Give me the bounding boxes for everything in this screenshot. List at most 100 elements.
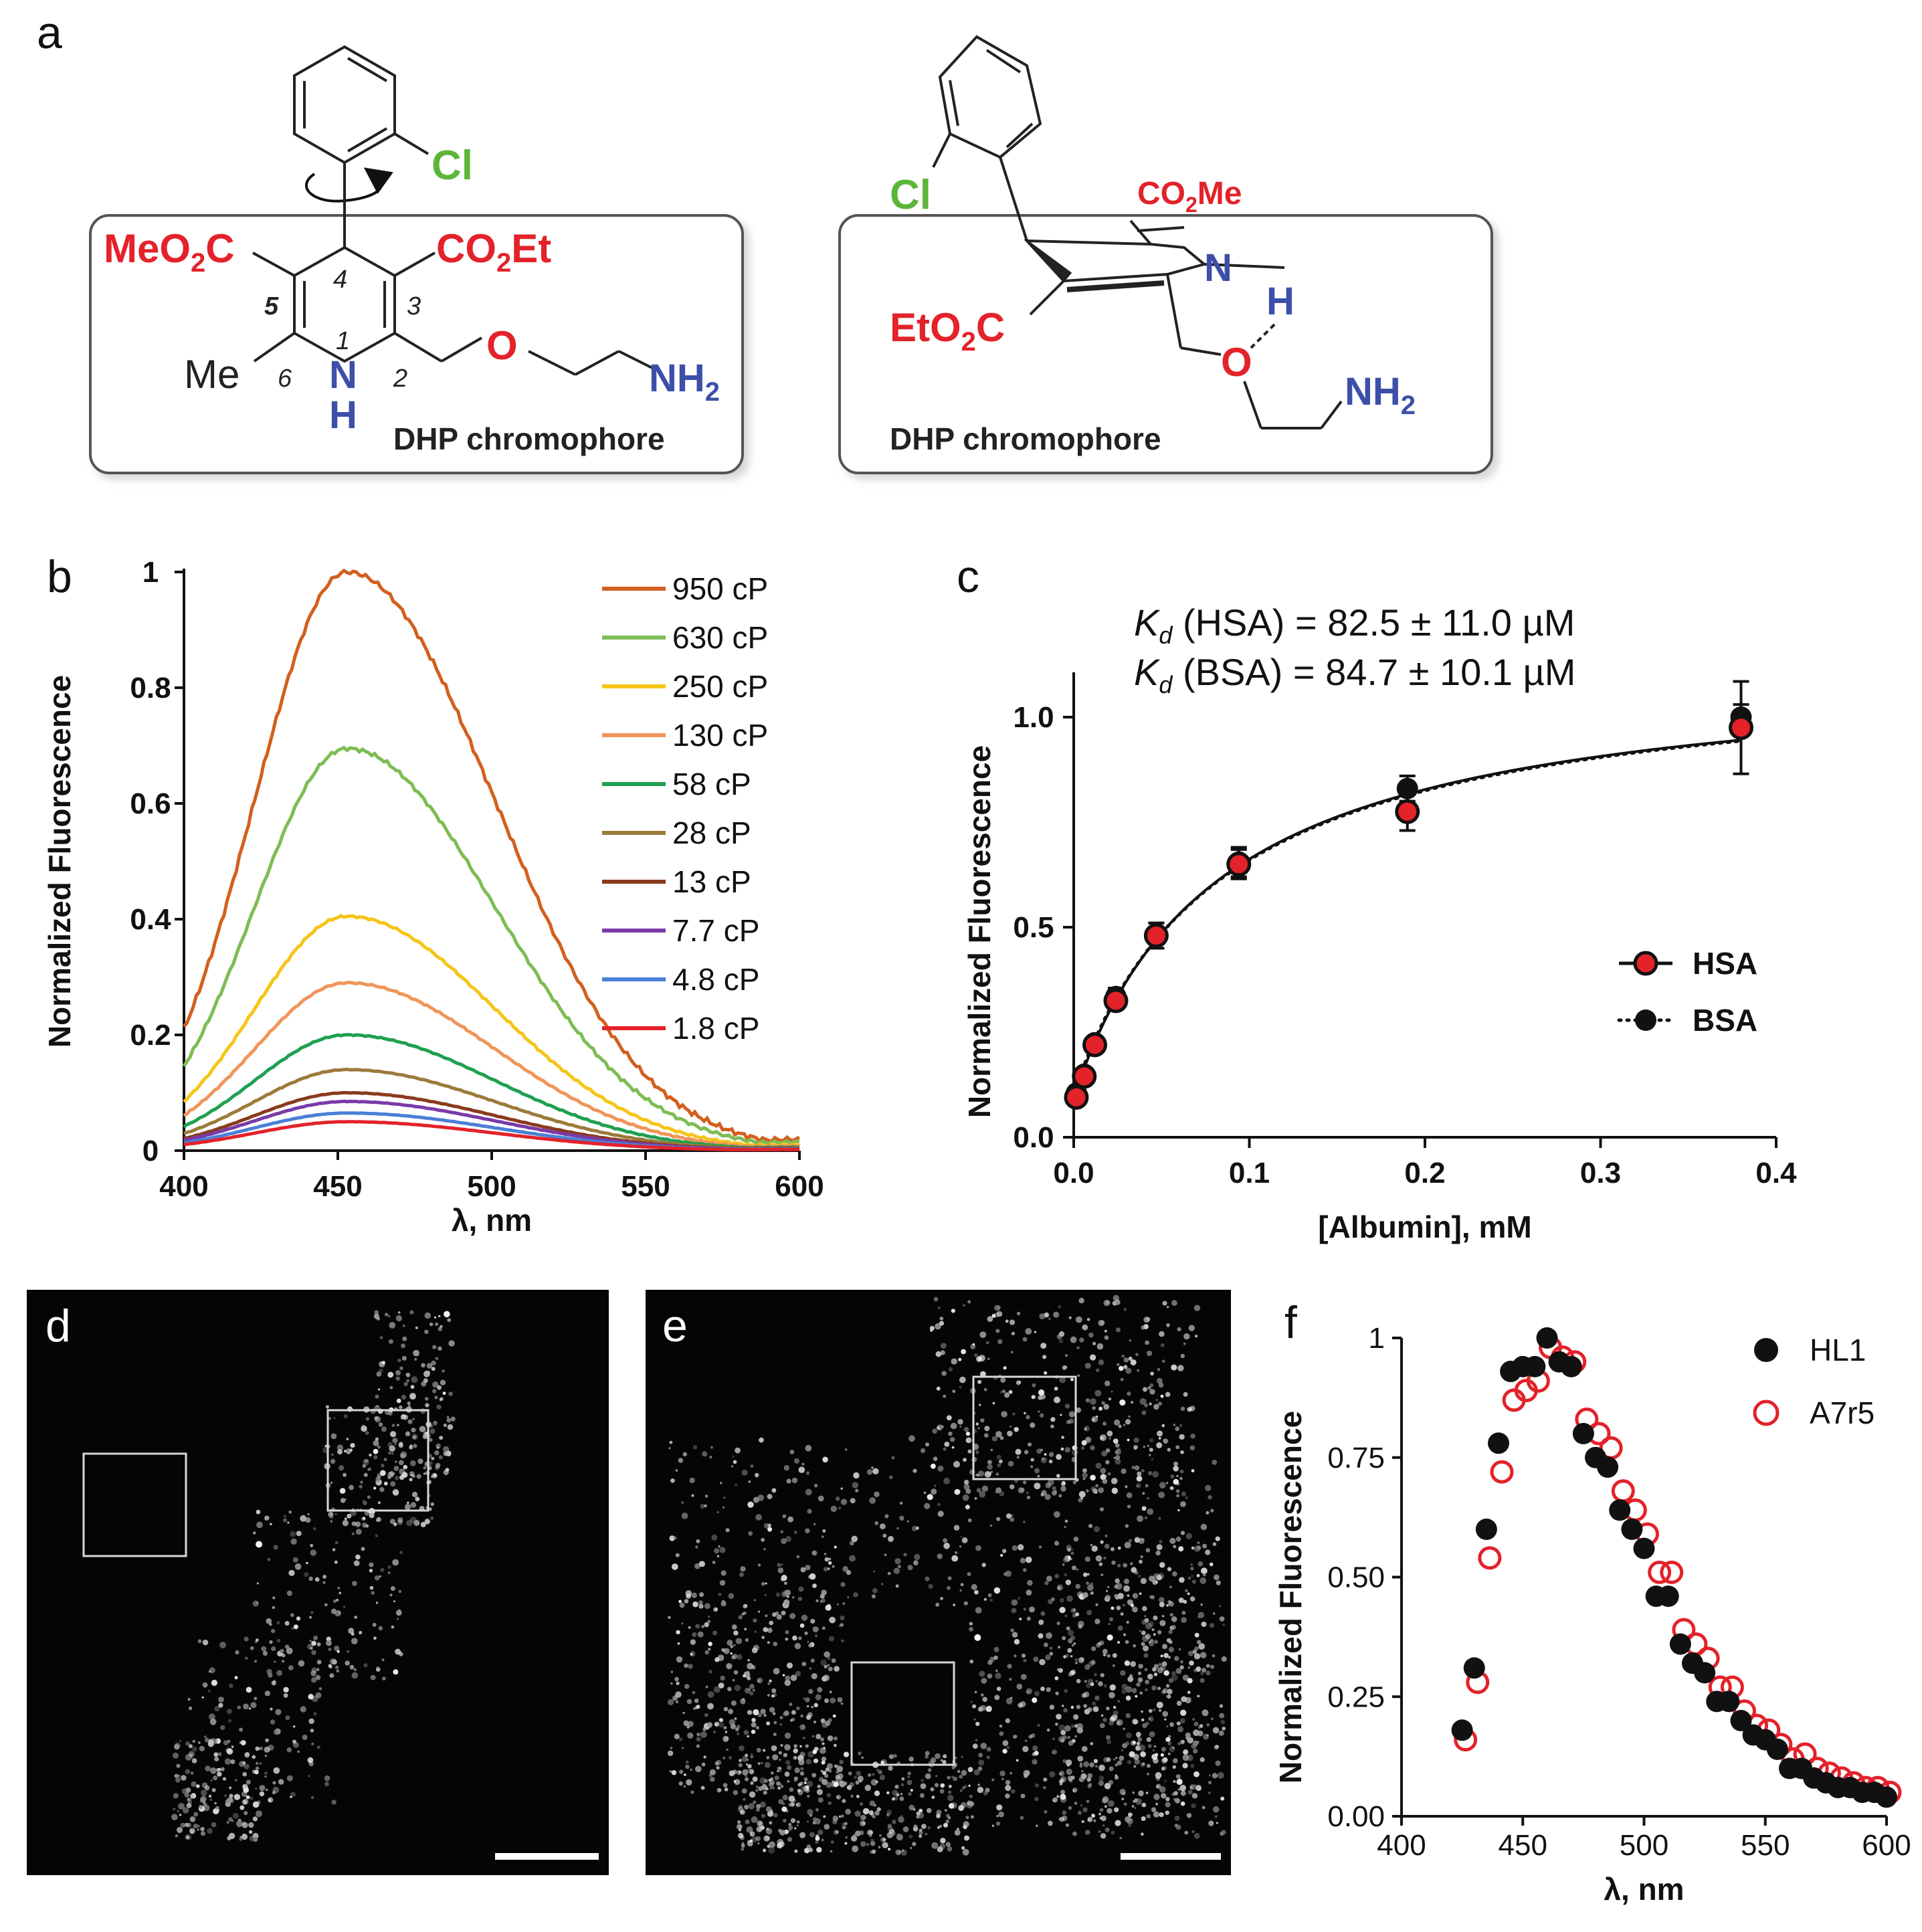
fluorescent-punctum [397,1358,401,1363]
fluorescent-punctum [795,1802,801,1808]
fluorescent-punctum [291,1627,294,1630]
fluorescent-punctum [940,1597,943,1600]
fluorescent-punctum [1114,1593,1118,1598]
fluorescent-punctum [1068,1740,1074,1746]
fluorescent-punctum [758,1610,761,1613]
fluorescent-punctum [437,1385,442,1390]
fluorescent-punctum [974,1353,978,1357]
fluorescent-punctum [240,1740,246,1746]
fluorescent-punctum [1173,1545,1177,1549]
fluorescent-punctum [1095,1462,1102,1469]
fluorescent-punctum [840,1615,845,1621]
fluorescent-punctum [996,1517,1001,1521]
fluorescent-punctum [818,1777,824,1782]
fluorescent-punctum [763,1848,767,1852]
fluorescent-punctum [716,1765,720,1770]
fluorescent-punctum [840,1814,844,1818]
fluorescent-punctum [1173,1461,1178,1466]
fluorescent-punctum [1052,1799,1055,1802]
fluorescent-punctum [800,1785,807,1792]
fluorescent-punctum [822,1771,827,1775]
fluorescent-punctum [700,1503,705,1509]
fluorescent-punctum [872,1468,879,1474]
fluorescent-punctum [1168,1601,1174,1607]
fluorescent-punctum [812,1626,819,1633]
fluorescent-punctum [379,1336,383,1339]
fluorescent-punctum [1194,1632,1199,1638]
fluorescent-punctum [959,1775,963,1779]
fluorescent-punctum [1121,1749,1124,1752]
fluorescent-punctum [987,1464,993,1470]
fluorescent-punctum [198,1741,201,1744]
fluorescent-punctum [782,1712,787,1717]
fluorescent-punctum [750,1755,754,1759]
fluorescent-punctum [822,1626,826,1630]
fluorescent-punctum [823,1567,828,1572]
fluorescent-punctum [1151,1753,1158,1760]
data-point-a7r5 [1611,1479,1635,1503]
fluorescent-punctum [245,1656,248,1660]
fluorescent-punctum [1077,1810,1082,1815]
fluorescent-punctum [1189,1596,1195,1602]
fluorescent-punctum [1044,1494,1051,1501]
fluorescent-punctum [1123,1308,1127,1311]
fluorescent-punctum [1171,1625,1176,1630]
fluorescent-punctum [755,1472,759,1478]
fluorescent-punctum [690,1652,694,1656]
fluorescent-punctum [1058,1646,1061,1649]
fluorescent-punctum [757,1713,762,1717]
fluorescent-punctum [948,1431,953,1436]
fluorescent-punctum [1130,1562,1133,1565]
fluorescent-punctum [438,1315,441,1318]
fluorescent-punctum [1183,1342,1186,1345]
fluorescent-punctum [1145,1622,1152,1630]
fluorescent-punctum [420,1521,426,1527]
fluorescent-punctum [424,1329,429,1335]
fluorescent-punctum [733,1644,736,1646]
fluorescent-punctum [224,1794,227,1798]
fluorescent-punctum [799,1771,805,1776]
fluorescent-punctum [1158,1491,1165,1499]
fluorescent-punctum [692,1601,698,1608]
fluorescent-punctum [1177,1509,1180,1512]
fluorescent-punctum [784,1744,791,1751]
fluorescent-punctum [967,1518,972,1523]
fluorescent-punctum [405,1373,411,1377]
fluorescent-punctum [769,1809,773,1813]
fluorescent-punctum [1107,1634,1113,1641]
fluorescent-punctum [397,1424,399,1426]
fluorescent-punctum [1141,1832,1144,1836]
fluorescent-punctum [753,1709,759,1716]
fluorescent-punctum [1068,1411,1075,1418]
fluorescent-punctum [696,1539,700,1543]
fluorescent-punctum [886,1791,890,1795]
fluorescent-punctum [698,1561,705,1567]
fluorescent-punctum [699,1592,704,1598]
fluorescent-punctum [220,1725,225,1731]
fluorescent-punctum [734,1779,741,1785]
fluorescent-punctum [1148,1716,1154,1722]
fluorescent-punctum [970,1701,973,1703]
fluorescent-punctum [805,1744,809,1748]
fluorescent-punctum [761,1814,766,1818]
fluorescent-punctum [967,1300,971,1304]
fluorescent-punctum [1193,1771,1199,1777]
fluorescent-punctum [928,1583,933,1589]
fluorescent-punctum [806,1820,809,1823]
fluorescent-punctum [1089,1762,1094,1767]
fluorescent-punctum [1208,1792,1211,1794]
fluorescent-punctum [991,1314,996,1318]
fluorescent-punctum [431,1367,436,1371]
micrograph-d: d [27,1290,609,1875]
fluorescent-punctum [1016,1456,1020,1459]
fluorescent-punctum [1189,1784,1195,1790]
fluorescent-punctum [1050,1646,1053,1650]
fluorescent-punctum [324,1775,330,1781]
fluorescent-punctum [788,1803,792,1807]
fluorescent-punctum [176,1763,181,1768]
fluorescent-punctum [1120,1612,1124,1616]
fluorescent-punctum [716,1511,719,1514]
fluorescent-punctum [1075,1583,1080,1589]
fluorescent-punctum [751,1647,758,1654]
fluorescent-punctum [752,1776,758,1782]
